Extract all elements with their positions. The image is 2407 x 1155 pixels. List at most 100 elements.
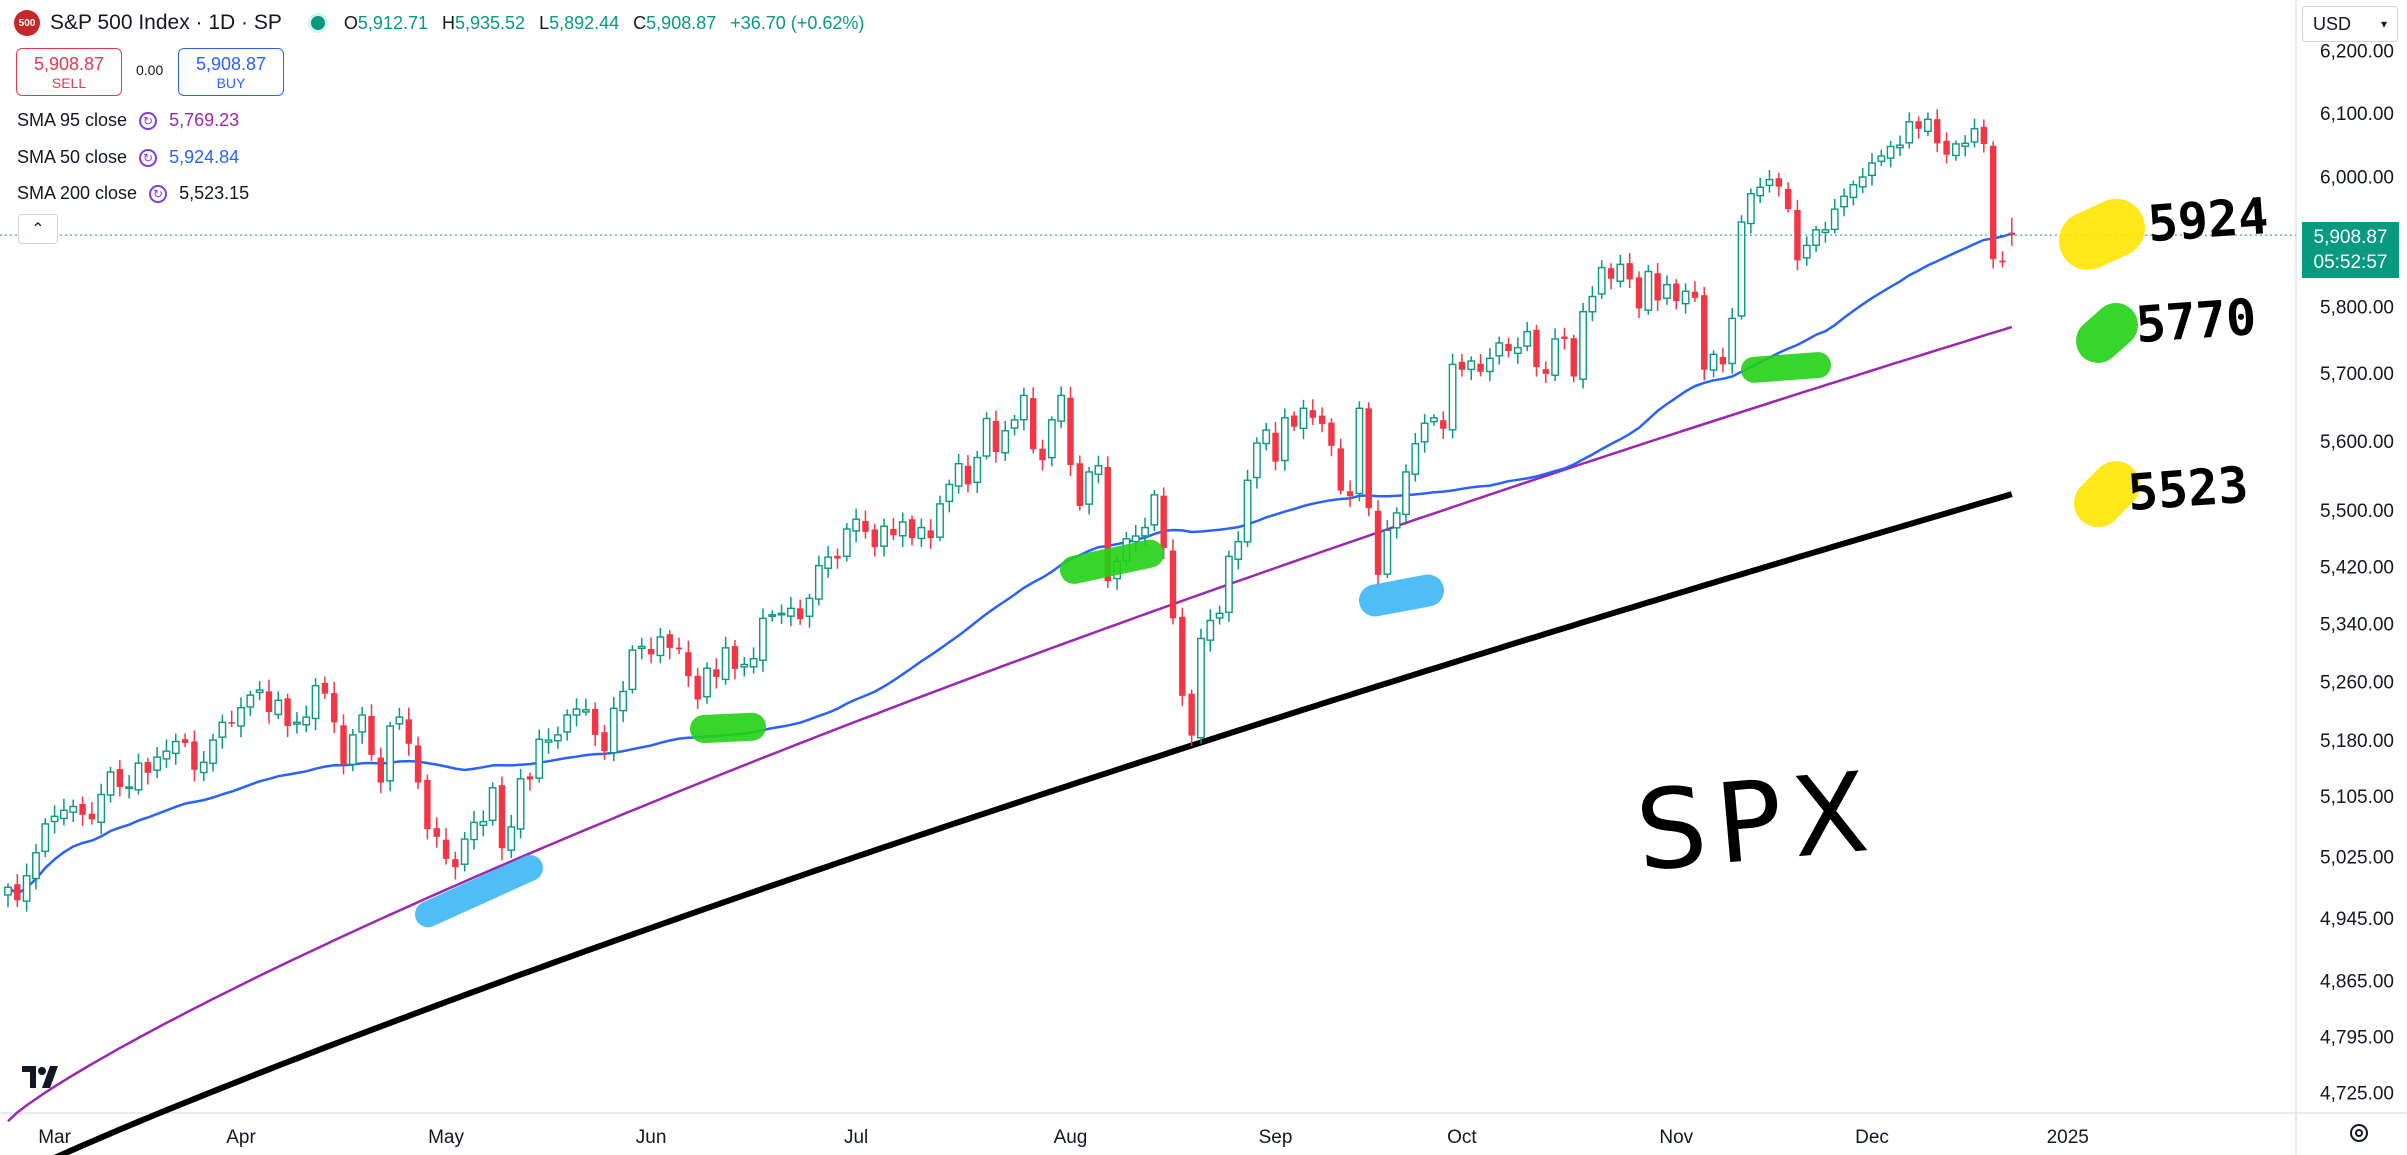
candle: [302, 705, 311, 733]
candle: [1057, 386, 1066, 429]
candle-body: [1477, 363, 1484, 372]
buy-button[interactable]: 5,908.87 BUY: [178, 48, 284, 96]
price-tick-label: 5,500.00: [2320, 501, 2394, 522]
candle-body: [1392, 512, 1401, 529]
collapse-legend-button[interactable]: ⌃: [18, 214, 58, 244]
time-tick-label: Apr: [226, 1127, 256, 1148]
refresh-icon[interactable]: ↻: [139, 148, 158, 167]
candle-body: [1849, 184, 1858, 199]
candle-body: [1970, 128, 1979, 143]
candle: [1252, 437, 1261, 489]
candle: [759, 608, 767, 672]
candle-body: [1067, 397, 1074, 466]
indicator-value: 5,523.15: [179, 183, 250, 203]
candle: [1570, 334, 1577, 383]
candle: [1505, 337, 1512, 358]
candle: [1346, 480, 1354, 508]
candle-body: [581, 709, 590, 713]
candle: [1533, 324, 1540, 377]
candle: [1868, 153, 1876, 186]
candle: [424, 774, 431, 840]
candle: [805, 593, 814, 628]
price-tick-label: 4,865.00: [2320, 972, 2394, 993]
candle: [1513, 337, 1522, 365]
candle: [1440, 411, 1447, 439]
candle: [1262, 422, 1271, 451]
candle: [1448, 353, 1457, 439]
candle-body: [4, 886, 12, 896]
symbol-title[interactable]: S&P 500 Index · 1D · SP: [50, 11, 282, 34]
time-tick-label: Dec: [1855, 1127, 1889, 1148]
candle: [97, 783, 106, 835]
candle: [1588, 286, 1597, 322]
refresh-icon[interactable]: ↻: [149, 184, 168, 203]
price-tick-label: 6,100.00: [2320, 104, 2394, 125]
low-value: L5,892.44: [539, 12, 620, 33]
candle-body: [1794, 209, 1801, 261]
candle-body: [228, 722, 235, 724]
price-tick-label: 4,945.00: [2320, 909, 2394, 930]
candle: [666, 630, 673, 660]
candle-body: [1579, 311, 1587, 380]
candle-body: [1607, 268, 1615, 279]
settings-gear-icon[interactable]: [2344, 1118, 2374, 1148]
candle: [293, 712, 301, 734]
candle-body: [1206, 619, 1215, 641]
candle: [834, 548, 841, 569]
candle-body: [1188, 693, 1195, 736]
candle-body: [1934, 119, 1941, 144]
indicator-sma95[interactable]: SMA 95 close ↻ 5,769.23: [17, 110, 239, 131]
candle: [265, 679, 273, 724]
candle-body: [1701, 295, 1708, 370]
candle-body: [1989, 145, 1997, 260]
refresh-icon[interactable]: ↻: [139, 111, 158, 130]
candle-body: [1597, 266, 1606, 295]
candle-body: [992, 420, 1000, 453]
candle-body: [274, 699, 283, 716]
candle-body: [1924, 118, 1932, 132]
price-tick-label: 5,800.00: [2320, 297, 2394, 318]
highlight-mark: [415, 855, 543, 928]
indicator-sma50[interactable]: SMA 50 close ↻ 5,924.84: [17, 147, 239, 168]
indicator-sma200[interactable]: SMA 200 close ↻ 5,523.15: [17, 183, 249, 204]
market-open-icon: [307, 13, 328, 33]
candle-body: [1430, 417, 1438, 423]
price-tick-label: 5,260.00: [2320, 672, 2394, 693]
candle: [1225, 550, 1233, 622]
candle: [1169, 539, 1177, 625]
candle: [60, 798, 68, 826]
candle-body: [1467, 360, 1476, 371]
candle-body: [1505, 343, 1512, 351]
candle: [936, 495, 944, 542]
candle-body: [954, 462, 963, 487]
candle: [1989, 141, 1997, 269]
candle-body: [1681, 290, 1690, 305]
candle-body: [488, 787, 497, 822]
chevron-down-icon: ▾: [2380, 17, 2387, 31]
chevron-up-icon: ⌃: [31, 221, 45, 238]
candle-body: [79, 803, 86, 815]
candle-body: [218, 721, 227, 738]
candle-body: [60, 809, 68, 820]
candle-body: [1635, 277, 1643, 309]
sell-button[interactable]: 5,908.87 SELL: [16, 48, 122, 96]
candle-body: [386, 725, 395, 782]
candle-body: [41, 823, 50, 852]
candle: [1915, 116, 1922, 139]
candle-body: [1160, 495, 1167, 548]
candle: [740, 657, 749, 677]
tradingview-logo-icon[interactable]: [22, 1064, 68, 1090]
candle-body: [1485, 357, 1494, 373]
candle-body: [191, 741, 198, 770]
currency-select[interactable]: USD ▾: [2302, 6, 2398, 42]
indicator-label: SMA 200 close: [17, 183, 138, 203]
candle: [41, 818, 50, 858]
candle: [1579, 302, 1587, 389]
candle-body: [1440, 420, 1447, 429]
candle-body: [1877, 155, 1886, 162]
candle-body: [414, 745, 422, 783]
candle: [797, 599, 804, 625]
candle-body: [1999, 260, 2006, 263]
candle-body: [1561, 336, 1568, 339]
